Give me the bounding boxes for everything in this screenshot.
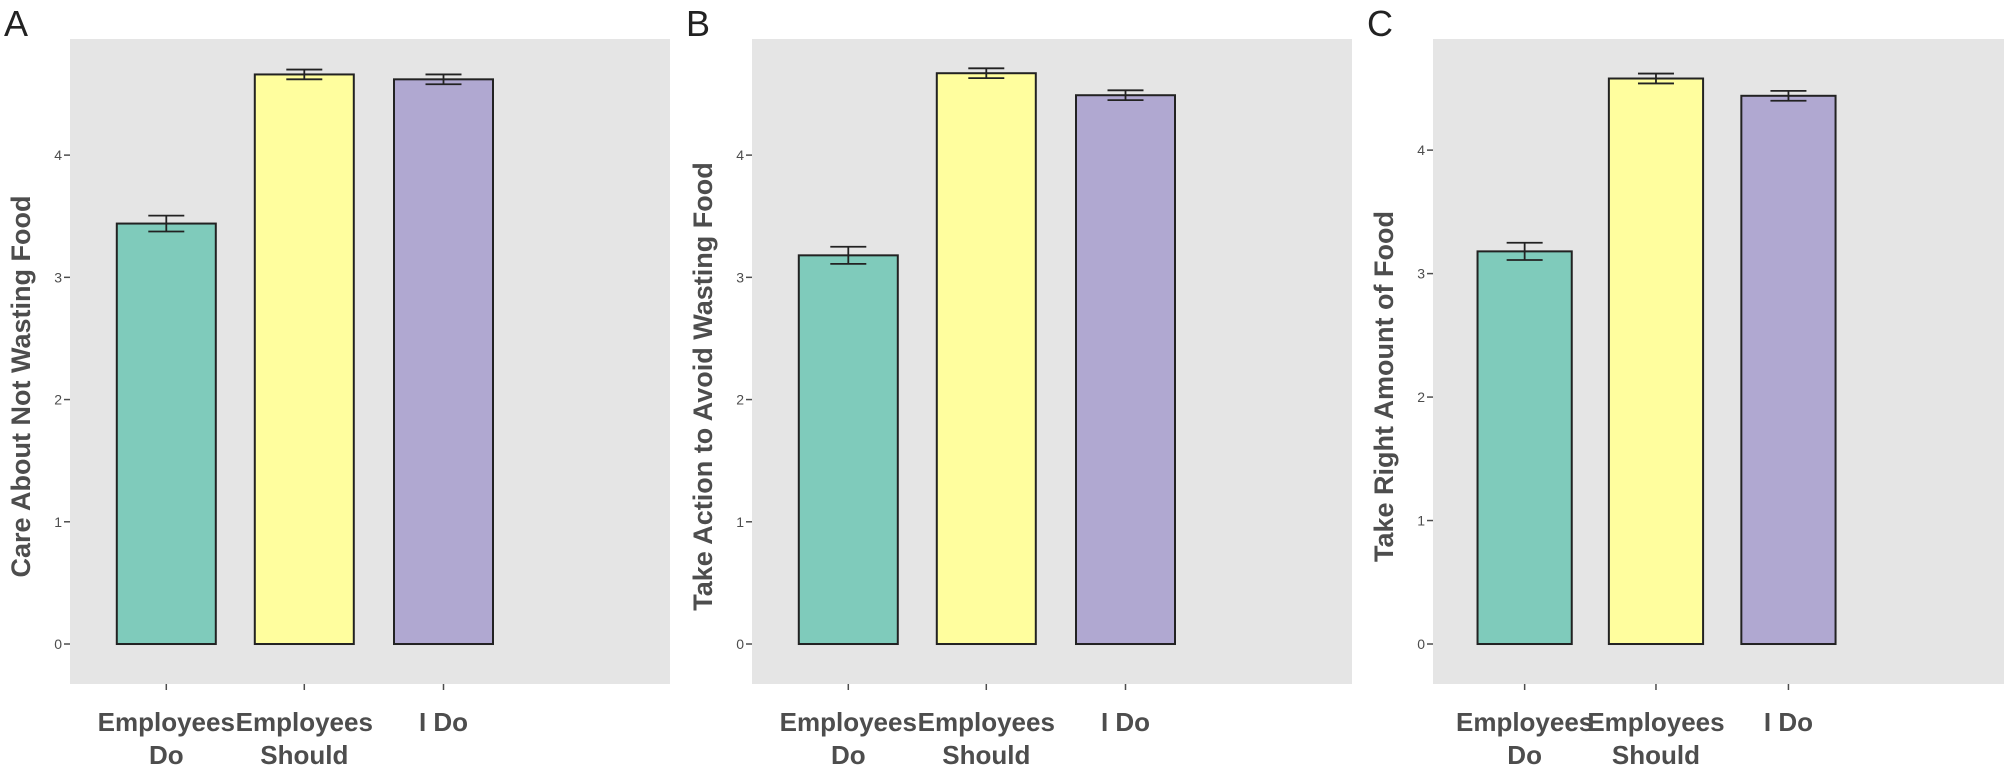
chart-panel-c: C 0 1 2 3 4 Take Right Amount of Food Employees… [1367, 3, 2004, 770]
category-label: I Do [1764, 707, 1813, 737]
y-axis-label: Take Action to Avoid Wasting Food [688, 162, 718, 610]
y-tick-label: 4 [736, 147, 744, 163]
category-label: Should [1612, 740, 1700, 770]
bar [1740, 94, 1837, 646]
y-axis-label: Care About Not Wasting Food [6, 196, 36, 578]
y-tick-label: 4 [54, 147, 62, 163]
bar [253, 73, 355, 646]
y-tick-label: 0 [1417, 636, 1425, 652]
y-tick-label: 3 [736, 269, 744, 285]
category-label: I Do [1101, 707, 1150, 737]
bar [935, 72, 1037, 646]
bar [1075, 94, 1176, 646]
y-axis-label: Take Right Amount of Food [1369, 211, 1399, 562]
y-tick-label: 4 [1417, 142, 1425, 158]
bar [115, 222, 217, 646]
y-tick-label: 2 [736, 392, 744, 408]
category-label: Do [1507, 740, 1542, 770]
chart-panel-a: A 0 1 2 3 4 Care About Not Wasting Food Employe… [4, 3, 670, 770]
category-label: Do [149, 740, 184, 770]
category-label: Should [260, 740, 348, 770]
chart-panel-b: B 0 1 2 3 4 Take Action to Avoid Wasting Food E… [686, 3, 1352, 770]
bar [797, 254, 899, 646]
y-tick-label: 2 [54, 392, 62, 408]
y-tick-label: 3 [54, 269, 62, 285]
category-label: Employees [236, 707, 373, 737]
category-label: Do [831, 740, 866, 770]
category-label: Should [942, 740, 1030, 770]
y-tick-label: 0 [54, 636, 62, 652]
bar [1476, 250, 1573, 646]
panel-letter: C [1367, 3, 1393, 44]
category-label: Employees [98, 707, 235, 737]
y-tick-label: 3 [1417, 266, 1425, 282]
y-tick-label: 0 [736, 636, 744, 652]
panel-letter: B [686, 3, 710, 44]
panel-letter: A [4, 3, 28, 44]
y-tick-label: 2 [1417, 389, 1425, 405]
bar [1607, 77, 1705, 646]
bar [393, 78, 494, 646]
category-label: Employees [1587, 707, 1724, 737]
category-label: I Do [419, 707, 468, 737]
y-tick-label: 1 [54, 514, 62, 530]
category-label: Employees [780, 707, 917, 737]
category-label: Employees [1456, 707, 1593, 737]
category-label: Employees [918, 707, 1055, 737]
y-tick-label: 1 [1417, 513, 1425, 529]
y-tick-label: 1 [736, 514, 744, 530]
